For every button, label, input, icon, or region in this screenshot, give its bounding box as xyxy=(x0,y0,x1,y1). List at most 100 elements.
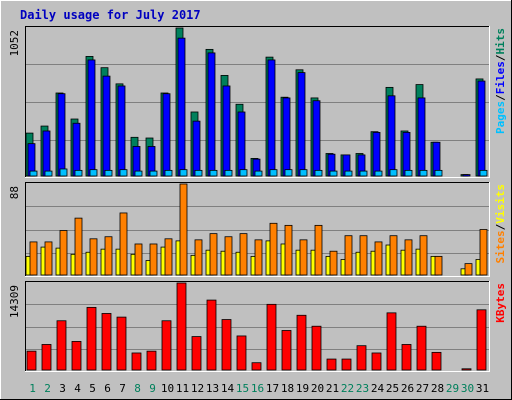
bar-kbytes-day-10 xyxy=(161,320,172,371)
bar-pages-day-22 xyxy=(344,170,353,177)
day-label-3: 3 xyxy=(59,382,66,395)
bar-kbytes-day-18 xyxy=(281,330,292,371)
legend-separator: / xyxy=(494,94,507,101)
bar-pages-day-13 xyxy=(209,169,218,177)
bar-files-day-20 xyxy=(312,100,321,177)
day-label-25: 25 xyxy=(386,382,399,395)
bar-pages-day-17 xyxy=(269,169,278,177)
bar-kbytes-day-27 xyxy=(416,325,427,371)
bar-sites-day-25 xyxy=(389,235,398,276)
bar-sites-day-9 xyxy=(149,243,158,276)
day-axis-labels: 1 2 3 4 5 6 7 8 9 10 11 12 13 14 15 16 17 18 19 20 21 22 23 24 2… xyxy=(29,382,489,395)
bar-sites-day-28 xyxy=(434,255,443,276)
bar-kbytes-day-9 xyxy=(146,350,157,371)
axis-max-label: 14309 xyxy=(8,285,21,318)
bar-pages-day-19 xyxy=(299,169,308,177)
bar-files-day-5 xyxy=(87,59,96,177)
bar-files-day-15 xyxy=(237,111,246,177)
bar-sites-day-15 xyxy=(239,233,248,276)
bar-pages-day-21 xyxy=(329,170,338,177)
bar-kbytes-day-30 xyxy=(461,368,472,371)
day-label-19: 19 xyxy=(296,382,309,395)
day-label-14: 14 xyxy=(221,382,235,395)
day-label-6: 6 xyxy=(104,382,111,395)
day-label-24: 24 xyxy=(371,382,385,395)
bar-files-day-6 xyxy=(102,75,111,177)
bar-kbytes-day-12 xyxy=(191,336,202,371)
bar-sites-day-10 xyxy=(164,238,173,276)
day-label-13: 13 xyxy=(206,382,219,395)
bar-pages-day-31 xyxy=(479,169,488,177)
day-label-23: 23 xyxy=(356,382,369,395)
bar-sites-day-6 xyxy=(104,236,113,276)
bar-sites-day-23 xyxy=(359,235,368,276)
bar-kbytes-day-22 xyxy=(341,358,352,371)
bar-files-day-12 xyxy=(192,120,201,177)
day-label-7: 7 xyxy=(119,382,126,395)
bar-sites-day-22 xyxy=(344,235,353,276)
bar-files-day-19 xyxy=(297,72,306,177)
bar-pages-day-16 xyxy=(254,170,263,177)
bar-pages-day-9 xyxy=(149,170,158,177)
bar-kbytes-day-28 xyxy=(431,351,442,371)
bar-pages-day-1 xyxy=(29,170,38,177)
legend-hits: Hits xyxy=(494,28,507,55)
day-label-31: 31 xyxy=(476,382,489,395)
bar-sites-day-31 xyxy=(479,229,488,276)
bar-kbytes-day-6 xyxy=(101,313,112,371)
bar-kbytes-day-5 xyxy=(86,306,97,371)
bar-sites-day-12 xyxy=(194,239,203,276)
bar-kbytes-day-7 xyxy=(116,316,127,371)
bar-sites-day-14 xyxy=(224,236,233,276)
chart-title: Daily usage for July 2017 xyxy=(20,8,201,22)
legend-sites: Sites xyxy=(494,230,507,263)
bar-kbytes-day-13 xyxy=(206,299,217,371)
legend-kbytes: KBytes xyxy=(494,283,507,323)
panel-visits-sites: 88 Sites/Visits xyxy=(8,182,507,277)
bar-sites-day-21 xyxy=(329,250,338,276)
bar-files-day-7 xyxy=(117,85,126,177)
bar-sites-day-1 xyxy=(29,241,38,276)
bar-sites-day-8 xyxy=(134,243,143,276)
bar-kbytes-day-16 xyxy=(251,362,262,371)
day-label-18: 18 xyxy=(281,382,294,395)
bar-kbytes-day-19 xyxy=(296,314,307,371)
bar-pages-day-4 xyxy=(74,169,83,177)
bar-files-day-11 xyxy=(177,37,186,177)
day-label-4: 4 xyxy=(74,382,81,395)
day-label-20: 20 xyxy=(311,382,324,395)
bar-pages-day-18 xyxy=(284,169,293,177)
bar-sites-day-7 xyxy=(119,212,128,276)
bar-sites-day-3 xyxy=(59,230,68,276)
bar-pages-day-14 xyxy=(224,169,233,177)
day-label-27: 27 xyxy=(416,382,429,395)
legend: Sites/Visits xyxy=(494,184,507,264)
bar-sites-day-24 xyxy=(374,241,383,276)
bar-pages-day-12 xyxy=(194,169,203,177)
bar-kbytes-day-31 xyxy=(476,309,487,371)
bar-pages-day-26 xyxy=(404,169,413,177)
bar-files-day-10 xyxy=(162,93,171,177)
bar-kbytes-day-24 xyxy=(371,352,382,371)
day-label-29: 29 xyxy=(446,382,459,395)
axis-max-label: 1052 xyxy=(8,30,21,57)
bar-kbytes-day-2 xyxy=(41,344,52,371)
bar-sites-day-27 xyxy=(419,235,428,276)
day-label-30: 30 xyxy=(461,382,474,395)
bar-files-day-4 xyxy=(72,122,81,177)
bar-kbytes-day-3 xyxy=(56,320,67,371)
legend-files: Files xyxy=(494,61,507,94)
bar-pages-day-20 xyxy=(314,169,323,177)
axis-max-label: 88 xyxy=(8,186,21,199)
legend-pages: Pages xyxy=(494,101,507,134)
bar-files-day-18 xyxy=(282,97,291,177)
bar-pages-day-5 xyxy=(89,169,98,177)
bar-files-day-24 xyxy=(372,131,381,177)
day-label-8: 8 xyxy=(134,382,141,395)
bar-files-day-2 xyxy=(42,130,51,177)
bar-sites-day-2 xyxy=(44,241,53,276)
bar-kbytes-day-17 xyxy=(266,303,277,371)
bar-sites-day-4 xyxy=(74,217,83,276)
